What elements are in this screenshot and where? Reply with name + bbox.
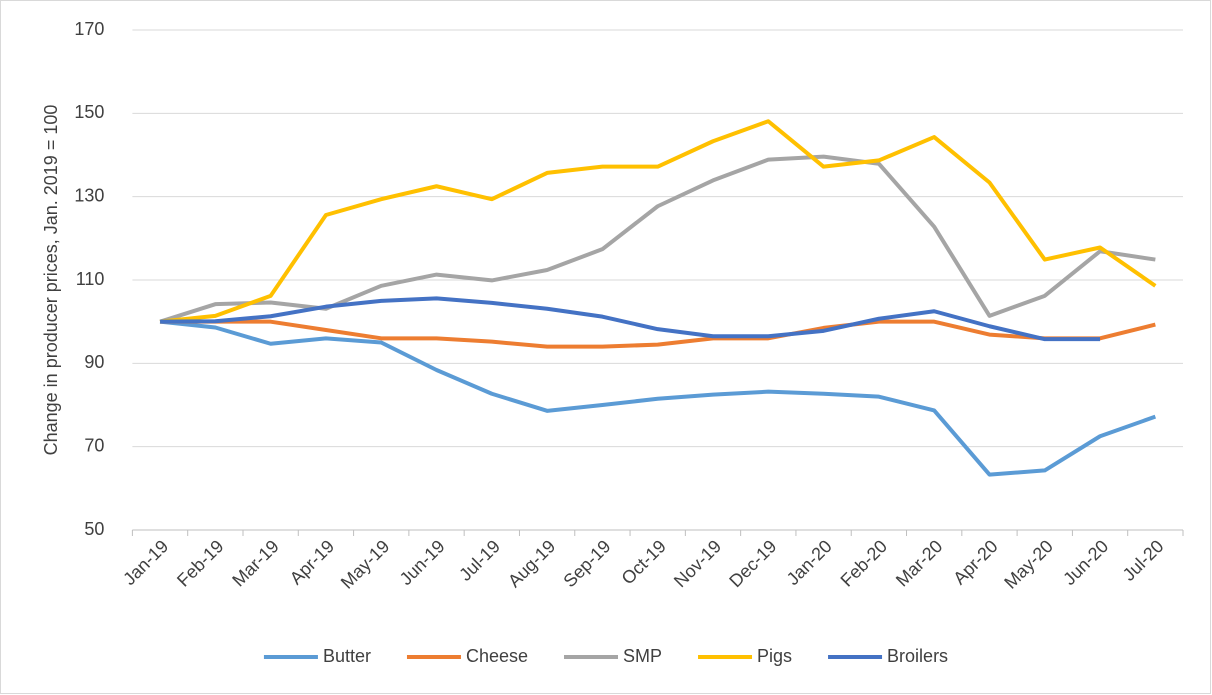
legend-label: Broilers <box>887 646 948 666</box>
y-axis-label: Change in producer prices, Jan. 2019 = 1… <box>41 105 61 456</box>
y-tick-label: 50 <box>84 519 104 539</box>
legend-label: SMP <box>623 646 662 666</box>
y-tick-label: 70 <box>84 435 104 455</box>
series-line <box>159 154 1156 324</box>
legend-label: Butter <box>323 646 371 666</box>
y-tick-label: 150 <box>74 102 104 122</box>
series-line <box>159 119 1157 324</box>
legend-label: Cheese <box>466 646 528 666</box>
series-line <box>159 319 1157 477</box>
series-line <box>160 296 1101 342</box>
y-tick-label: 110 <box>76 269 105 289</box>
y-tick-label: 170 <box>74 19 104 39</box>
legend-label: Pigs <box>757 646 792 666</box>
y-tick-label: 90 <box>84 352 104 372</box>
series-line <box>160 319 1156 349</box>
y-tick-label: 130 <box>74 185 104 205</box>
